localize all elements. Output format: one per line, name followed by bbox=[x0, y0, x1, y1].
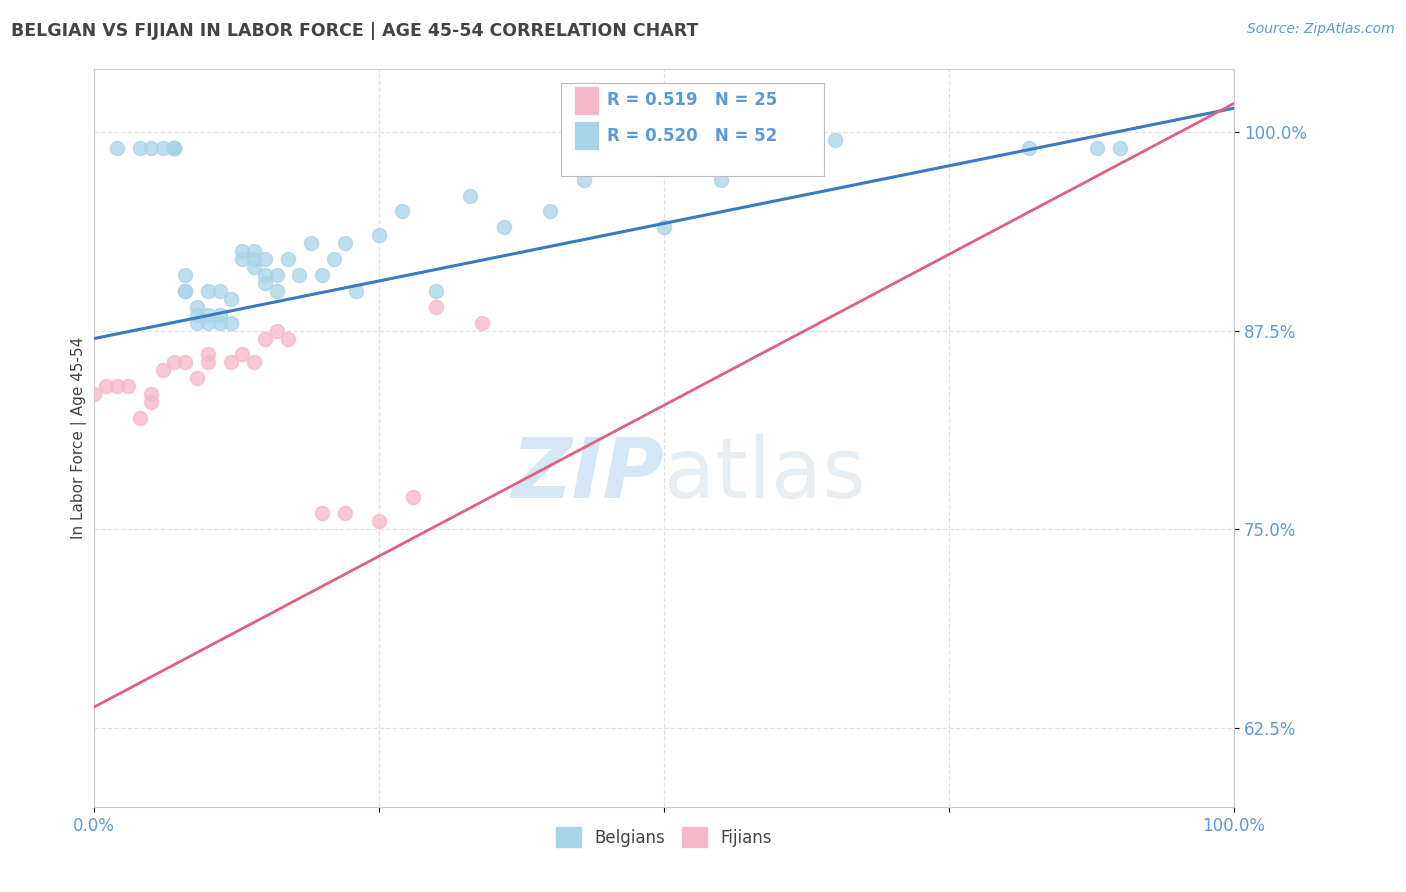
Point bbox=[105, 141, 128, 155]
Point bbox=[254, 268, 277, 282]
Point bbox=[266, 284, 288, 298]
Point bbox=[128, 411, 150, 425]
Point bbox=[242, 244, 264, 259]
Point bbox=[94, 379, 117, 393]
Text: R = 0.520   N = 52: R = 0.520 N = 52 bbox=[607, 127, 778, 145]
Point bbox=[402, 491, 425, 505]
Point bbox=[242, 260, 264, 274]
Point bbox=[174, 284, 197, 298]
Point bbox=[174, 355, 197, 369]
Text: R = 0.519   N = 25: R = 0.519 N = 25 bbox=[607, 91, 778, 110]
Point bbox=[471, 316, 494, 330]
Point bbox=[242, 252, 264, 266]
Point bbox=[174, 268, 197, 282]
Text: ZIP: ZIP bbox=[512, 434, 664, 516]
Point bbox=[824, 133, 846, 147]
Point bbox=[311, 506, 333, 520]
Point bbox=[186, 316, 208, 330]
Point bbox=[197, 284, 219, 298]
Point bbox=[368, 228, 391, 243]
Point bbox=[197, 347, 219, 361]
Bar bbox=[574, 86, 599, 115]
Point bbox=[391, 204, 413, 219]
Point bbox=[1085, 141, 1108, 155]
Point bbox=[219, 316, 242, 330]
Point bbox=[1109, 141, 1132, 155]
Point bbox=[266, 268, 288, 282]
Point bbox=[322, 252, 344, 266]
Point bbox=[163, 355, 186, 369]
Point bbox=[344, 284, 367, 298]
Bar bbox=[574, 121, 599, 151]
Point bbox=[277, 252, 299, 266]
Point bbox=[652, 220, 675, 235]
Point bbox=[117, 379, 139, 393]
Point bbox=[266, 324, 288, 338]
Text: Source: ZipAtlas.com: Source: ZipAtlas.com bbox=[1247, 22, 1395, 37]
Point bbox=[219, 355, 242, 369]
Point bbox=[766, 141, 789, 155]
Point bbox=[174, 284, 197, 298]
FancyBboxPatch shape bbox=[561, 83, 824, 176]
Point bbox=[186, 308, 208, 322]
Point bbox=[333, 506, 356, 520]
Point bbox=[425, 300, 447, 314]
Point bbox=[141, 387, 163, 401]
Point bbox=[254, 276, 277, 290]
Text: BELGIAN VS FIJIAN IN LABOR FORCE | AGE 45-54 CORRELATION CHART: BELGIAN VS FIJIAN IN LABOR FORCE | AGE 4… bbox=[11, 22, 699, 40]
Point bbox=[208, 316, 231, 330]
Point bbox=[288, 268, 311, 282]
Legend: Belgians, Fijians: Belgians, Fijians bbox=[550, 821, 779, 855]
Point bbox=[208, 308, 231, 322]
Point bbox=[197, 308, 219, 322]
Point bbox=[299, 236, 322, 251]
Point bbox=[163, 141, 186, 155]
Point bbox=[231, 252, 253, 266]
Point bbox=[254, 332, 277, 346]
Point bbox=[163, 141, 186, 155]
Point bbox=[208, 284, 231, 298]
Point bbox=[163, 141, 186, 155]
Point bbox=[311, 268, 333, 282]
Point bbox=[231, 244, 253, 259]
Point bbox=[231, 347, 253, 361]
Point bbox=[152, 363, 174, 377]
Point bbox=[710, 172, 733, 186]
Point bbox=[254, 252, 277, 266]
Point bbox=[277, 332, 299, 346]
Point bbox=[1018, 141, 1040, 155]
Text: atlas: atlas bbox=[664, 434, 866, 516]
Point bbox=[538, 204, 561, 219]
Point bbox=[152, 141, 174, 155]
Point bbox=[219, 292, 242, 306]
Point bbox=[368, 514, 391, 528]
Point bbox=[458, 188, 481, 202]
Point bbox=[128, 141, 150, 155]
Point bbox=[141, 141, 163, 155]
Point bbox=[105, 379, 128, 393]
Point bbox=[494, 220, 516, 235]
Point bbox=[83, 387, 105, 401]
Point bbox=[574, 172, 596, 186]
Point bbox=[197, 355, 219, 369]
Y-axis label: In Labor Force | Age 45-54: In Labor Force | Age 45-54 bbox=[72, 336, 87, 539]
Point bbox=[197, 316, 219, 330]
Point bbox=[141, 395, 163, 409]
Point bbox=[333, 236, 356, 251]
Point bbox=[186, 300, 208, 314]
Point bbox=[425, 284, 447, 298]
Point bbox=[186, 371, 208, 385]
Point bbox=[242, 355, 264, 369]
